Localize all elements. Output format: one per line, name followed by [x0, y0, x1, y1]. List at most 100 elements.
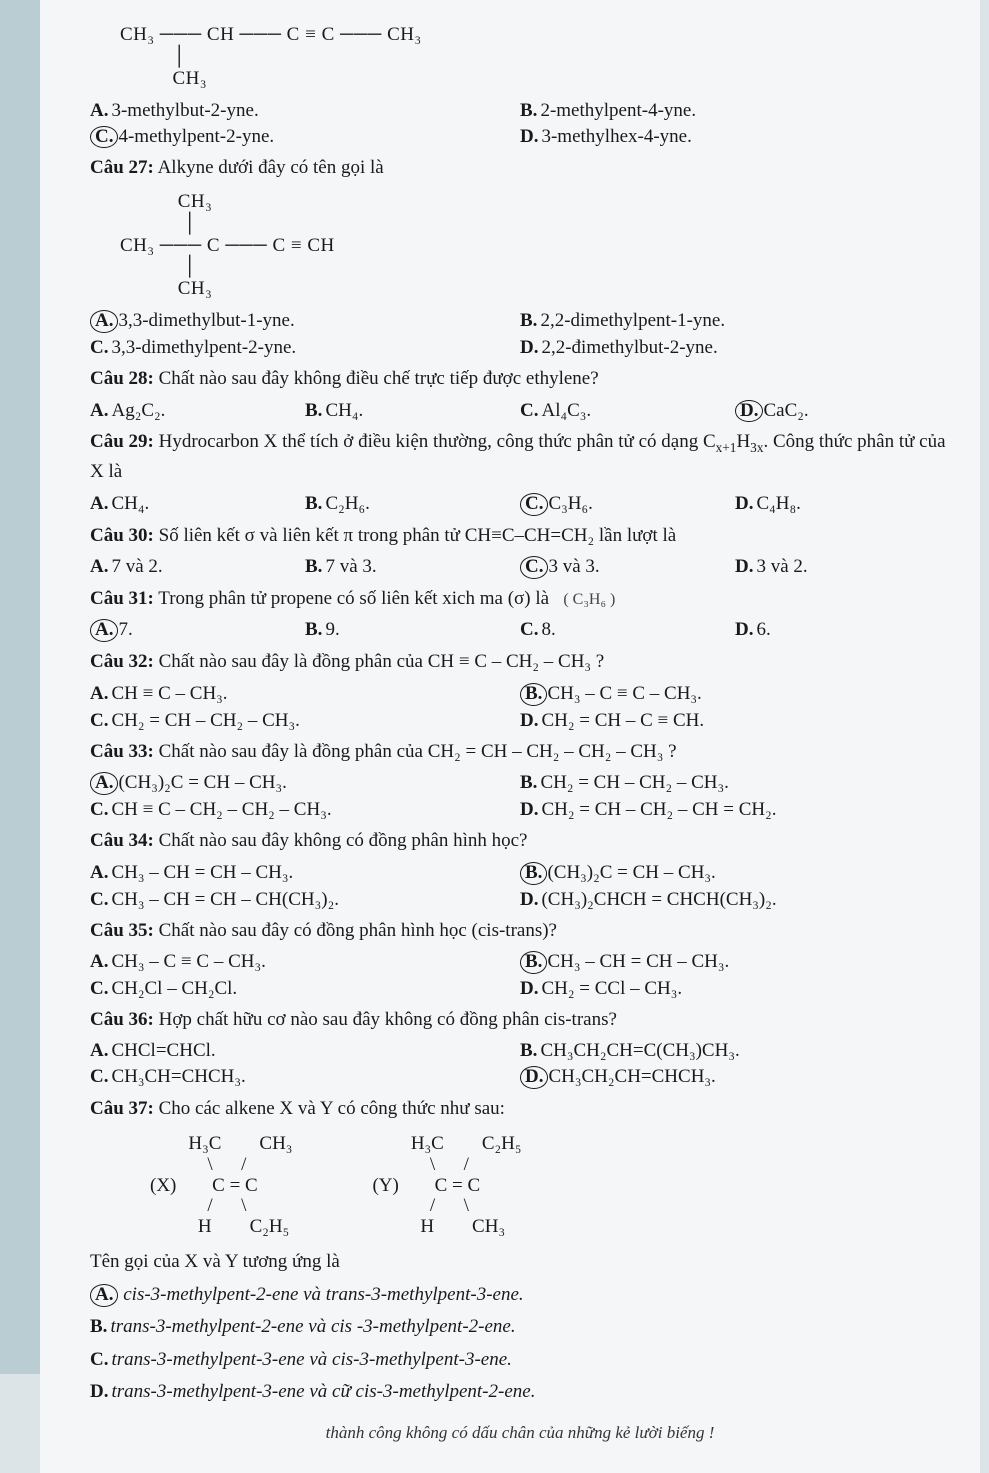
q37-opt-C: C.trans-3-methylpent-3-ene và cis-3-meth… [90, 1346, 950, 1375]
q-title: Câu 31: [90, 588, 154, 609]
opt-label: A. [90, 951, 108, 972]
opt-label: A. [90, 100, 108, 121]
opt-text: CH₃ – C ≡ C – CH₃. [547, 683, 701, 704]
q36-opt-C: C.CH₃CH=CHCH₃. [90, 1064, 520, 1091]
opt-text: 7 và 3. [325, 556, 376, 577]
q32-opt-A: A.CH ≡ C – CH₃. [90, 681, 520, 708]
opt-label: B. [520, 100, 537, 121]
opt-label: B. [305, 619, 322, 640]
opt-label: A. [90, 310, 118, 333]
q30-opt-C: C.3 và 3. [520, 554, 735, 581]
q27-opt-B: B.2,2-dimethylpent-1-yne. [520, 308, 950, 335]
q29-opt-D: D.C₄H₈. [735, 491, 950, 518]
opt-label: B. [520, 683, 547, 706]
q-stem: Chất nào sau đây là đồng phân của CH ≡ C… [154, 651, 604, 672]
q36-stem: Câu 36: Hợp chất hữu cơ nào sau đây khôn… [90, 1006, 950, 1035]
q37-opt-A: A. cis-3-methylpent-2-ene và trans-3-met… [90, 1281, 950, 1310]
opt-label: C. [90, 710, 108, 731]
opt-label: B. [305, 556, 322, 577]
q31-options: A.7. B.9. C.8. D.6. [90, 617, 950, 644]
opt-label: C. [520, 619, 538, 640]
opt-text: CH₂ = CH – CH₂ – CH₃. [540, 772, 728, 793]
opt-text: CH₂ = CH – C ≡ CH. [541, 710, 704, 731]
q-title: Câu 27: [90, 157, 154, 178]
q30-opt-D: D.3 và 2. [735, 554, 950, 581]
q-stem: Cho các alkene X và Y có công thức như s… [154, 1098, 505, 1119]
opt-label: B. [520, 1040, 537, 1061]
q26-opt-D: D.3-methylhex-4-yne. [520, 124, 950, 151]
q-title: Câu 35: [90, 920, 154, 941]
opt-text: 2,2-đimethylbut-2-yne. [541, 337, 717, 358]
opt-text: 3 và 3. [548, 556, 599, 577]
q34-opt-D: D.(CH₃)₂CHCH = CHCH(CH₃)₂. [520, 887, 950, 913]
q31-opt-C: C.8. [520, 617, 735, 644]
q26-opt-B: B.2-methylpent-4-yne. [520, 98, 950, 124]
opt-text: CH ≡ C – CH₂ – CH₂ – CH₃. [111, 799, 331, 820]
q27-structure: CH₃ │ CH₃ ─── C ─── C ≡ CH │ CH₃ [90, 187, 950, 308]
opt-text: 2,2-dimethylpent-1-yne. [540, 310, 725, 331]
q27-stem: Câu 27: Alkyne dưới đây có tên gọi là [90, 154, 950, 183]
q28-opt-C: C.Al₄C₃. [520, 398, 735, 425]
opt-label: D. [735, 619, 753, 640]
q27-opt-D: D.2,2-đimethylbut-2-yne. [520, 335, 950, 361]
q32-options: A.CH ≡ C – CH₃. B.CH₃ – C ≡ C – CH₃. C. C… [90, 681, 950, 734]
q30-options: A.7 và 2. B.7 và 3. C.3 và 3. D.3 và 2. [90, 554, 950, 581]
q-stem: Alkyne dưới đây có tên gọi là [154, 157, 384, 178]
q36-options: A.CHCl=CHCl. B.CH₃CH₂CH=C(CH₃)CH₃. C.CH₃… [90, 1038, 950, 1091]
q33-stem: Câu 33: Chất nào sau đây là đồng phân củ… [90, 738, 950, 767]
q30-opt-A: A.7 và 2. [90, 554, 305, 581]
opt-label: D. [735, 556, 753, 577]
opt-text: CH₄. [111, 493, 149, 514]
exam-page: { "struct1": "CH₃ ─── CH ─── C ≡ C ─── C… [40, 0, 980, 1473]
q-title: Câu 32: [90, 651, 154, 672]
struct-X-block: (X) H₃C CH₃ \ / C = C / \ H C₂H₅ [150, 1134, 292, 1238]
opt-label: C. [90, 1066, 108, 1087]
opt-text: 8. [541, 619, 555, 640]
q36-opt-D: D.CH₃CH₂CH=CHCH₃. [520, 1064, 950, 1091]
q32-opt-D: D.CH₂ = CH – C ≡ CH. [520, 708, 950, 734]
q-stem: Trong phân tử propene có số liên kết xic… [154, 588, 549, 609]
struct-X: H₃C CH₃ \ / C = C / \ H C₂H₅ [188, 1134, 292, 1238]
opt-label: D. [520, 337, 538, 358]
opt-text: CH₃ – CH = CH – CH(CH₃)₂. [111, 889, 338, 910]
q35-opt-A: A.CH₃ – C ≡ C – CH₃. [90, 949, 520, 976]
opt-label: C. [90, 978, 108, 999]
q-stem: Số liên kết σ và liên kết π trong phân t… [154, 525, 676, 546]
opt-label: C. [520, 493, 548, 516]
q26-opt-C: C.4-methylpent-2-yne. [90, 124, 520, 151]
opt-label: B. [520, 951, 547, 974]
q33-opt-C: C.CH ≡ C – CH₂ – CH₂ – CH₃. [90, 797, 520, 823]
q34-stem: Câu 34: Chất nào sau đây không có đồng p… [90, 827, 950, 856]
opt-label: C. [90, 799, 108, 820]
opt-text: CH₃ – C ≡ C – CH₃. [111, 951, 265, 972]
opt-text: 3-methylhex-4-yne. [541, 126, 691, 147]
q-stem: Chất nào sau đây có đồng phân hình học (… [154, 920, 557, 941]
q27-options: A.3,3-dimethylbut-1-yne. B.2,2-dimethylp… [90, 308, 950, 361]
opt-text: 9. [325, 619, 339, 640]
opt-text: (CH₃)₂C = CH – CH₃. [547, 862, 715, 883]
page-footer: thành công không có dấu chân của những k… [90, 1423, 950, 1443]
opt-text: 2-methylpent-4-yne. [540, 100, 696, 121]
opt-label: A. [90, 772, 118, 795]
q37-stem: Câu 37: Cho các alkene X và Y có công th… [90, 1095, 950, 1124]
opt-label: B. [90, 1316, 107, 1337]
q28-opt-D: D.CaC₂. [735, 398, 950, 425]
struct-X-label: (X) [150, 1175, 176, 1197]
opt-label: A. [90, 619, 118, 642]
q34-opt-A: A.CH₃ – CH = CH – CH₃. [90, 860, 520, 887]
left-margin [0, 0, 40, 1374]
q29-stem: Câu 29: Hydrocarbon X thể tích ở điều ki… [90, 428, 950, 486]
q-title: Câu 29: [90, 431, 154, 452]
q-stem: Chất nào sau đây không có đồng phân hình… [154, 830, 528, 851]
q29-opt-C: C.C₃H₆. [520, 491, 735, 518]
q26-options: A.3-methylbut-2-yne. B.2-methylpent-4-yn… [90, 98, 950, 151]
q35-opt-B: B.CH₃ – CH = CH – CH₃. [520, 949, 950, 976]
q37-options: A. cis-3-methylpent-2-ene và trans-3-met… [90, 1281, 950, 1407]
opt-text: Ag₂C₂. [111, 400, 165, 421]
opt-text: 4-methylpent-2-yne. [118, 126, 274, 147]
q31-opt-B: B.9. [305, 617, 520, 644]
q-stem: Chất nào sau đây là đồng phân của CH₂ = … [154, 741, 677, 762]
opt-text: cis-3-methylpent-2-ene và trans-3-methyl… [123, 1284, 523, 1305]
opt-text: C₃H₆. [548, 493, 592, 514]
q37-opt-B: B.trans-3-methylpent-2-ene và cis -3-met… [90, 1313, 950, 1342]
